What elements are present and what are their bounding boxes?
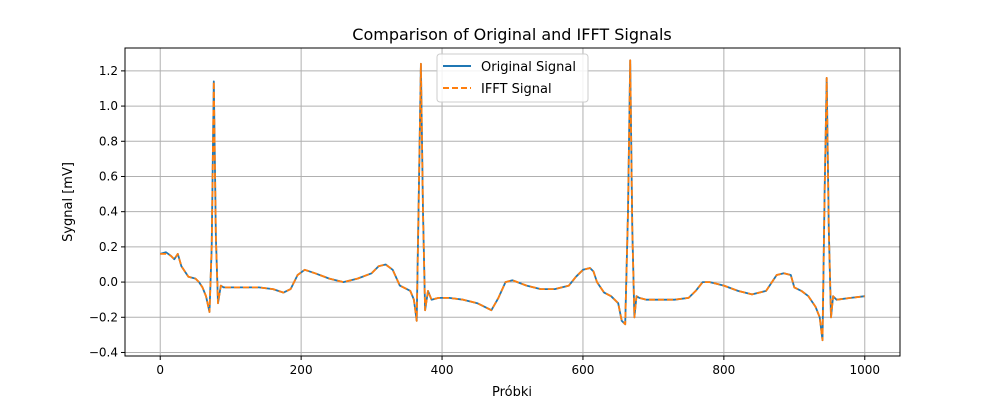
x-tick-label: 1000 [849,363,880,377]
y-tick-label: 0.8 [99,134,118,148]
legend-label-original: Original Signal [481,60,576,75]
y-axis-label: Sygnal [mV] [61,162,76,242]
y-tick-label: −0.4 [89,345,118,359]
y-tick-label: 0.0 [99,275,118,289]
y-tick-label: 0.2 [99,240,118,254]
legend: Original Signal IFFT Signal [436,53,589,103]
x-tick-label: 200 [290,363,313,377]
legend-label-ifft: IFFT Signal [481,82,552,97]
x-tick-label: 400 [431,363,454,377]
y-tick-label: 0.6 [99,169,118,183]
tick-layer: 0 200 400 600 800 1000 −0.4 −0.2 0.0 0.2 0.4 0.6 0.8… [89,64,880,377]
x-tick-label: 0 [156,363,164,377]
y-tick-label: 1.0 [99,99,118,113]
x-tick-label: 800 [712,363,735,377]
series-layer [159,59,865,342]
series-line-ifft [160,59,865,342]
x-tick-label: 600 [572,363,595,377]
x-axis-label: Próbki [492,385,532,400]
chart-title: Comparison of Original and IFFT Signals [352,25,671,44]
legend-box [436,53,589,103]
plot-frame [124,47,901,357]
y-tick-label: 1.2 [99,64,118,78]
y-tick-label: 0.4 [99,205,118,219]
y-tick-label: −0.2 [89,310,118,324]
